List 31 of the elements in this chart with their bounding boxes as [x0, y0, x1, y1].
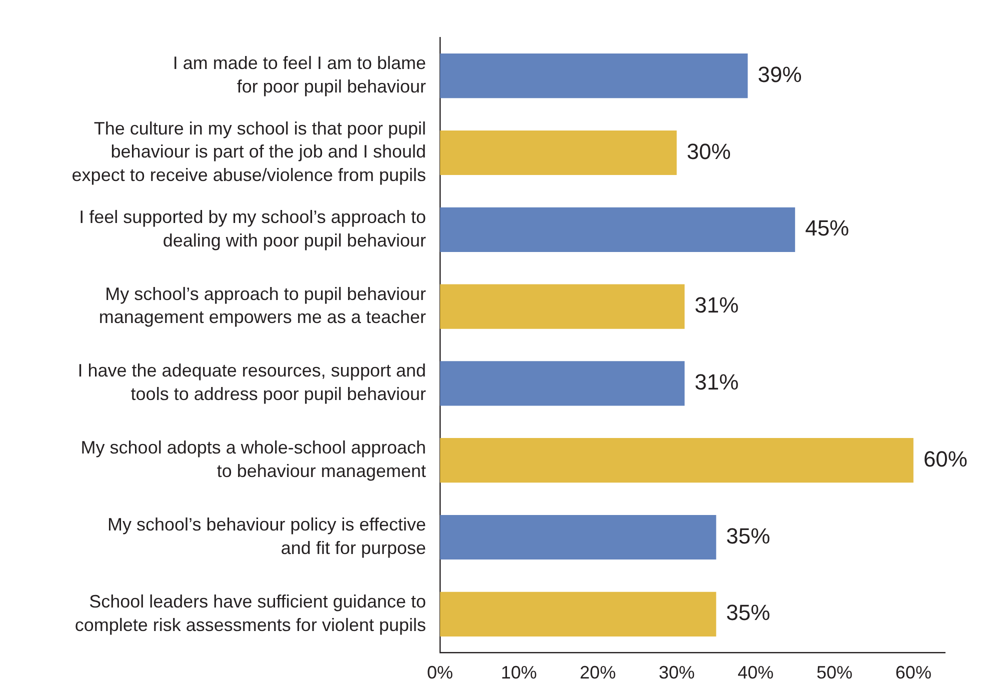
x-tick-label: 30%	[658, 662, 695, 682]
x-tick-label: 50%	[816, 662, 853, 682]
data-label: 31%	[694, 370, 739, 395]
bar	[440, 592, 716, 636]
data-label: 39%	[758, 62, 802, 87]
y-tick-label: The culture in my school is that poor pupil behaviour is part of the job and I should expect to receive abuse/violence from pupils	[72, 118, 426, 186]
bar	[440, 438, 914, 483]
bar	[440, 361, 685, 406]
y-tick-label: My school’s behaviour policy is effective and fit for purpose	[108, 514, 426, 558]
bar	[440, 54, 748, 98]
x-tick-label: 20%	[580, 662, 616, 682]
y-tick-label: I feel supported by my school’s approach to dealing with poor pupil behaviour	[79, 206, 426, 250]
y-tick-label: I am made to feel I am to blame for poor pupil behaviour	[172, 53, 426, 97]
bar	[440, 284, 685, 329]
data-label: 45%	[805, 216, 850, 241]
x-tick-label: 0%	[426, 662, 454, 682]
bar	[440, 130, 677, 176]
data-label: 35%	[726, 523, 770, 548]
data-label: 30%	[686, 138, 731, 164]
y-tick-label: My school’s approach to pupil behaviour management empowers me as a teacher	[98, 284, 426, 328]
x-tick-label: 60%	[895, 662, 932, 682]
data-label: 31%	[694, 292, 739, 318]
data-label: 35%	[726, 600, 770, 626]
bar	[440, 207, 796, 252]
x-tick-label: 10%	[500, 662, 537, 682]
y-tick-label: I have the adequate resources, support and tools to address poor pupil behaviour	[78, 360, 426, 404]
bar	[440, 514, 716, 560]
x-tick-label: 40%	[738, 662, 774, 682]
y-tick-label: School leaders have sufficient guidance to complete risk assessments for violent pupils	[74, 591, 426, 635]
data-label: 60%	[923, 446, 968, 472]
y-tick-label: My school adopts a whole-school approach to behaviour management	[80, 438, 426, 482]
